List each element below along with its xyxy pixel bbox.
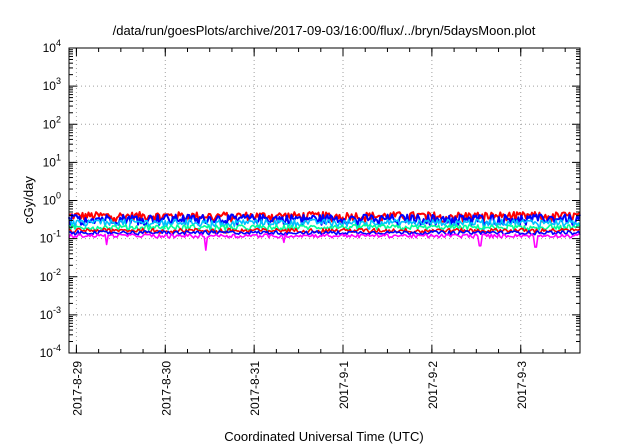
y-tick-label: 10-1	[40, 229, 61, 246]
x-tick-label: 2017-9-3	[515, 361, 529, 409]
grid-layer	[69, 48, 580, 353]
x-tick-label: 2017-8-30	[159, 361, 173, 416]
series-line-6	[68, 230, 581, 236]
x-tick-label: 2017-8-31	[248, 361, 262, 416]
chart-title: /data/run/goesPlots/archive/2017-09-03/1…	[113, 23, 536, 38]
x-axis-label: Coordinated Universal Time (UTC)	[224, 429, 423, 444]
x-axis: 2017-8-29 2017-8-30 2017-8-31 2017-9-1 2017-…	[70, 48, 566, 416]
series-line-3	[68, 218, 581, 232]
x-tick-label: 2017-8-29	[70, 361, 84, 416]
x-tick-label: 2017-9-1	[337, 361, 351, 409]
y-axis: 10-4 10-3 10-2 10-1 100 101 102 103 104	[40, 38, 580, 360]
y-tick-label: 10-4	[40, 343, 61, 360]
y-tick-label: 101	[43, 152, 61, 169]
y-tick-label: 103	[43, 76, 61, 93]
y-tick-label: 100	[43, 191, 61, 208]
y-tick-label: 102	[43, 114, 61, 131]
x-tick-label: 2017-9-2	[426, 361, 440, 409]
y-tick-label: 10-3	[40, 305, 61, 322]
y-tick-label: 104	[43, 38, 61, 55]
y-axis-label: cGy/day	[21, 176, 36, 224]
series-line-7	[68, 233, 581, 251]
series-layer	[68, 211, 581, 251]
y-tick-label: 10-2	[40, 267, 61, 284]
